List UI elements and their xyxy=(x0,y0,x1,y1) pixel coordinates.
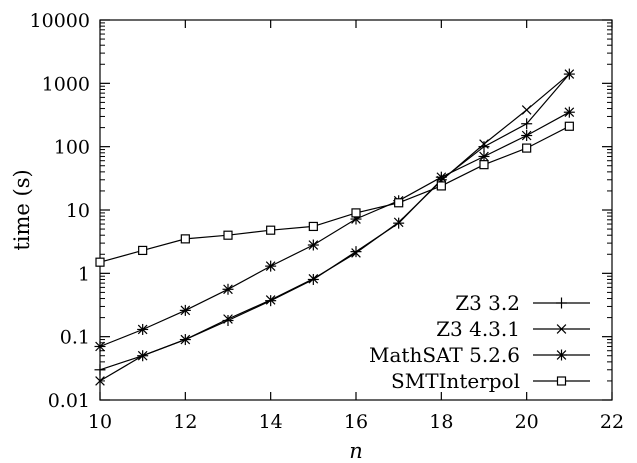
legend-marker xyxy=(556,349,567,361)
y-tick-label: 1000 xyxy=(42,73,90,95)
series-layer xyxy=(94,68,575,386)
data-point xyxy=(351,208,361,218)
data-point xyxy=(564,69,575,79)
y-tick-label: 10000 xyxy=(30,10,90,32)
legend-item: Z3 4.3.1 xyxy=(436,317,590,341)
series-smtinterpol xyxy=(95,121,574,267)
legend-item: SMTInterpol xyxy=(391,369,590,393)
data-point xyxy=(521,105,532,115)
data-point xyxy=(223,314,233,324)
data-point xyxy=(394,198,404,208)
data-point xyxy=(393,217,405,229)
legend-label: Z3 4.3.1 xyxy=(436,317,520,341)
data-point xyxy=(266,225,276,235)
data-point xyxy=(521,118,533,130)
data-point xyxy=(94,364,106,376)
data-point xyxy=(435,171,447,183)
legend-item: MathSAT 5.2.6 xyxy=(369,343,590,367)
x-tick-label: 14 xyxy=(259,411,283,433)
y-tick-label: 0.1 xyxy=(60,327,90,349)
data-point xyxy=(307,239,319,251)
x-tick-label: 10 xyxy=(88,411,112,433)
data-point xyxy=(180,334,191,345)
series-line xyxy=(99,73,570,382)
data-point xyxy=(138,245,148,256)
data-point xyxy=(179,304,191,316)
y-axis: 0.01 0.1 1 10 100 1000 10000 xyxy=(30,10,612,412)
series-z3-4-3-1 xyxy=(95,69,575,386)
data-point xyxy=(222,283,234,295)
legend-marker xyxy=(556,376,567,386)
legend-label: MathSAT 5.2.6 xyxy=(369,343,520,367)
data-point xyxy=(137,350,148,361)
x-tick-label: 16 xyxy=(344,411,368,433)
data-point xyxy=(137,323,149,335)
x-tick-label: 18 xyxy=(429,411,453,433)
y-tick-label: 100 xyxy=(54,137,90,159)
data-point xyxy=(308,273,319,284)
y-tick-label: 1 xyxy=(78,263,90,285)
data-point xyxy=(436,181,446,191)
data-point xyxy=(521,130,533,142)
data-point xyxy=(95,376,105,386)
data-point xyxy=(522,143,532,153)
data-point xyxy=(351,248,361,258)
data-point xyxy=(350,246,362,258)
data-point xyxy=(563,106,575,118)
legend-label: SMTInterpol xyxy=(391,369,520,393)
series-mathsat-5-2-6 xyxy=(94,106,575,352)
y-tick-label: 10 xyxy=(66,200,90,222)
data-point xyxy=(479,139,489,149)
series-line xyxy=(99,111,570,348)
legend-item: Z3 3.2 xyxy=(455,291,590,315)
data-point xyxy=(479,160,489,170)
y-tick-label: 0.01 xyxy=(48,390,90,412)
x-tick-label: 22 xyxy=(600,411,624,433)
data-point xyxy=(180,234,190,244)
data-point xyxy=(223,230,233,240)
legend-label: Z3 3.2 xyxy=(455,291,520,315)
data-point xyxy=(265,295,276,305)
data-point xyxy=(308,221,318,232)
x-tick-label: 20 xyxy=(515,411,539,433)
y-axis-label: time (s) xyxy=(10,169,34,250)
x-axis: 10 12 14 16 18 20 22 xyxy=(88,20,624,433)
x-tick-label: 12 xyxy=(173,411,197,433)
data-point xyxy=(393,217,404,228)
data-point xyxy=(265,260,277,272)
legend-marker xyxy=(556,324,567,334)
data-point xyxy=(564,121,574,131)
series-line xyxy=(99,125,570,263)
data-point xyxy=(94,340,106,352)
legend-marker xyxy=(556,297,567,309)
data-point xyxy=(95,257,105,267)
x-axis-label: n xyxy=(349,439,363,463)
